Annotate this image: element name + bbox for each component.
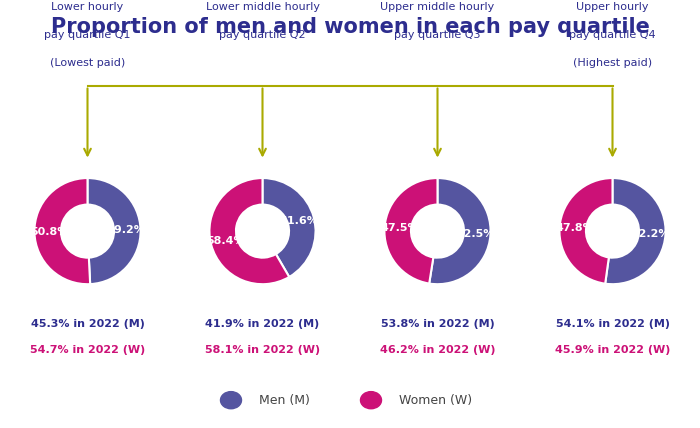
- Text: 45.3% in 2022 (M): 45.3% in 2022 (M): [31, 319, 144, 329]
- Wedge shape: [559, 178, 612, 284]
- Text: 50.8%: 50.8%: [30, 227, 69, 237]
- Text: (Highest paid): (Highest paid): [573, 58, 652, 68]
- Text: 41.6%: 41.6%: [280, 216, 318, 226]
- Text: (Lowest paid): (Lowest paid): [50, 58, 125, 68]
- Text: Lower middle hourly: Lower middle hourly: [206, 2, 319, 12]
- Text: Upper hourly: Upper hourly: [576, 2, 649, 12]
- Wedge shape: [34, 178, 90, 284]
- Text: 47.5%: 47.5%: [380, 223, 419, 233]
- Text: 47.8%: 47.8%: [555, 223, 594, 234]
- Text: pay quartile Q2: pay quartile Q2: [219, 30, 306, 40]
- Text: Lower hourly: Lower hourly: [51, 2, 124, 12]
- Text: 45.9% in 2022 (W): 45.9% in 2022 (W): [555, 345, 670, 354]
- Wedge shape: [209, 178, 289, 284]
- Text: Proportion of men and women in each pay quartile: Proportion of men and women in each pay …: [50, 17, 650, 37]
- Text: pay quartile Q1: pay quartile Q1: [44, 30, 131, 40]
- Text: 54.1% in 2022 (M): 54.1% in 2022 (M): [556, 319, 669, 329]
- Text: 49.2%: 49.2%: [106, 225, 145, 235]
- Text: pay quartile Q4: pay quartile Q4: [569, 30, 656, 40]
- Text: 58.4%: 58.4%: [206, 236, 245, 246]
- Text: 52.5%: 52.5%: [456, 229, 495, 239]
- Text: Men (M): Men (M): [259, 394, 310, 407]
- Wedge shape: [262, 178, 316, 277]
- Text: 53.8% in 2022 (M): 53.8% in 2022 (M): [381, 319, 494, 329]
- Text: 46.2% in 2022 (W): 46.2% in 2022 (W): [379, 345, 496, 354]
- Text: 58.1% in 2022 (W): 58.1% in 2022 (W): [205, 345, 320, 354]
- Text: 54.7% in 2022 (W): 54.7% in 2022 (W): [30, 345, 145, 354]
- Wedge shape: [429, 178, 491, 284]
- Wedge shape: [384, 178, 438, 283]
- Text: Upper middle hourly: Upper middle hourly: [380, 2, 495, 12]
- Ellipse shape: [220, 392, 241, 409]
- Text: Women (W): Women (W): [399, 394, 472, 407]
- Text: 52.2%: 52.2%: [631, 229, 670, 239]
- Wedge shape: [606, 178, 666, 284]
- Wedge shape: [88, 178, 141, 284]
- Ellipse shape: [360, 392, 382, 409]
- Text: pay quartile Q3: pay quartile Q3: [394, 30, 481, 40]
- Text: 41.9% in 2022 (M): 41.9% in 2022 (M): [205, 319, 320, 329]
